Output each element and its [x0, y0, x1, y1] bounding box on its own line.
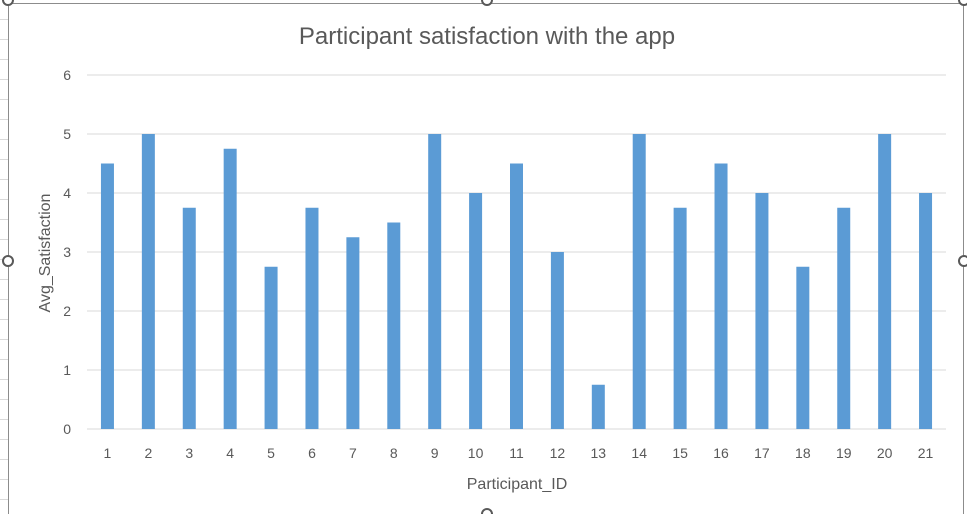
bar-participant-14[interactable] [632, 134, 646, 429]
bar-participant-21[interactable] [919, 193, 933, 429]
resize-handle-bottom-center[interactable] [481, 508, 493, 514]
y-tick-label: 6 [63, 67, 71, 83]
resize-handle-top-right[interactable] [958, 0, 967, 6]
bar-participant-11[interactable] [510, 163, 523, 430]
bar-participant-10[interactable] [469, 193, 483, 429]
x-tick-label: 4 [226, 445, 234, 461]
resize-handle-middle-right[interactable] [958, 255, 967, 267]
y-tick-label: 3 [63, 244, 71, 260]
resize-handle-middle-left[interactable] [2, 255, 14, 267]
bar-participant-12[interactable] [550, 252, 564, 429]
bar-participant-17[interactable] [755, 193, 769, 429]
bar-participant-9[interactable] [428, 134, 442, 429]
x-tick-label: 10 [468, 445, 484, 461]
bar-participant-3[interactable] [182, 207, 196, 429]
x-tick-label: 1 [104, 445, 112, 461]
y-tick-label: 4 [63, 185, 71, 201]
bar-participant-4[interactable] [223, 148, 237, 429]
bar-participant-16[interactable] [714, 163, 728, 430]
x-tick-label: 2 [144, 445, 152, 461]
resize-handle-top-left[interactable] [2, 0, 14, 6]
bar-participant-1[interactable] [100, 163, 114, 430]
x-tick-label: 11 [509, 445, 524, 461]
bar-participant-19[interactable] [837, 207, 851, 429]
x-tick-label: 8 [390, 445, 398, 461]
bar-participant-15[interactable] [673, 207, 687, 429]
y-tick-label: 1 [63, 362, 71, 378]
bar-participant-8[interactable] [387, 222, 401, 430]
x-axis-ticks: 1 2 3 4 5 6 7 8 9 10 11 12 13 14 15 16 17 18 19 20 21 [104, 445, 934, 461]
x-tick-label: 7 [349, 445, 357, 461]
bar-participant-2[interactable] [141, 134, 155, 429]
bar-participant-20[interactable] [878, 134, 892, 429]
bar-participant-18[interactable] [796, 266, 810, 429]
x-tick-label: 18 [795, 445, 811, 461]
bars [100, 134, 933, 430]
bar-participant-5[interactable] [264, 266, 278, 429]
resize-handle-top-center[interactable] [481, 0, 493, 6]
x-tick-label: 9 [431, 445, 439, 461]
bar-participant-7[interactable] [346, 237, 360, 429]
x-tick-label: 20 [877, 445, 893, 461]
x-tick-label: 17 [754, 445, 770, 461]
chart-title[interactable]: Participant satisfaction with the app [299, 23, 675, 50]
y-tick-label: 5 [63, 126, 71, 142]
x-tick-label: 12 [550, 445, 566, 461]
x-tick-label: 19 [836, 445, 852, 461]
bar-participant-6[interactable] [305, 207, 319, 429]
x-tick-label: 21 [918, 445, 934, 461]
x-tick-label: 13 [591, 445, 607, 461]
y-tick-label: 0 [63, 421, 71, 437]
y-axis-ticks: 0 1 2 3 4 5 6 [63, 67, 71, 437]
x-tick-label: 16 [713, 445, 729, 461]
y-axis-title[interactable]: Avg_Satisfaction [37, 194, 54, 313]
x-tick-label: 6 [308, 445, 316, 461]
x-tick-label: 15 [672, 445, 688, 461]
x-tick-label: 5 [267, 445, 275, 461]
x-axis-title[interactable]: Participant_ID [467, 476, 568, 493]
bar-participant-13[interactable] [591, 384, 605, 429]
y-tick-label: 2 [63, 303, 71, 319]
x-tick-label: 3 [185, 445, 193, 461]
x-tick-label: 14 [631, 445, 647, 461]
